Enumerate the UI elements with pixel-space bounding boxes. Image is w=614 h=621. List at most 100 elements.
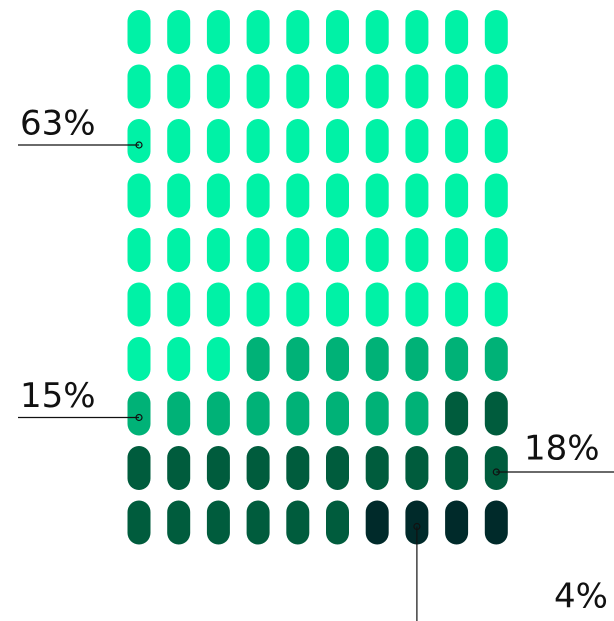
callout-dot bbox=[413, 522, 421, 531]
waffle-cell bbox=[246, 282, 270, 327]
waffle-cell bbox=[167, 10, 191, 54]
waffle-cell bbox=[206, 282, 230, 327]
waffle-cell bbox=[326, 10, 349, 54]
value-label: 63% bbox=[20, 104, 96, 144]
waffle-cell bbox=[127, 337, 151, 381]
waffle-cell bbox=[445, 282, 469, 327]
waffle-cell bbox=[326, 500, 349, 545]
waffle-cell bbox=[365, 446, 389, 490]
waffle-cell bbox=[405, 500, 429, 545]
waffle-cell bbox=[484, 337, 508, 381]
waffle-cell bbox=[246, 391, 270, 436]
waffle-cell bbox=[484, 119, 508, 163]
waffle-cell bbox=[167, 64, 191, 109]
waffle-cell bbox=[445, 391, 469, 436]
waffle-cell bbox=[127, 500, 151, 545]
waffle-cell bbox=[206, 119, 230, 163]
waffle-cell bbox=[405, 391, 429, 436]
waffle-cell bbox=[127, 173, 151, 218]
waffle-cell bbox=[445, 119, 469, 163]
waffle-cell bbox=[365, 119, 389, 163]
waffle-cell bbox=[445, 337, 469, 381]
value-label: 15% bbox=[20, 376, 96, 416]
waffle-cell bbox=[405, 228, 429, 272]
waffle-cell bbox=[206, 337, 230, 381]
waffle-cell bbox=[286, 173, 310, 218]
value-label: 4% bbox=[554, 577, 608, 617]
callout-dot bbox=[135, 413, 143, 422]
waffle-cell bbox=[365, 173, 389, 218]
waffle-cell bbox=[206, 64, 230, 109]
waffle-cell bbox=[246, 228, 270, 272]
waffle-cell bbox=[286, 282, 310, 327]
waffle-cell bbox=[326, 173, 349, 218]
waffle-cell bbox=[405, 64, 429, 109]
waffle-cell bbox=[127, 228, 151, 272]
callout-dot bbox=[492, 468, 500, 476]
waffle-cell bbox=[206, 391, 230, 436]
waffle-cell bbox=[127, 391, 151, 436]
waffle-cell bbox=[167, 446, 191, 490]
waffle-cell bbox=[484, 282, 508, 327]
waffle-cell bbox=[445, 173, 469, 218]
waffle-cell bbox=[127, 446, 151, 490]
waffle-cell bbox=[405, 337, 429, 381]
waffle-cell bbox=[326, 64, 349, 109]
waffle-cell bbox=[405, 10, 429, 54]
waffle-cell bbox=[445, 446, 469, 490]
waffle-cell bbox=[484, 446, 508, 490]
waffle-cell bbox=[167, 228, 191, 272]
waffle-cell bbox=[484, 10, 508, 54]
waffle-cell bbox=[286, 10, 310, 54]
waffle-cell bbox=[246, 500, 270, 545]
waffle-cell bbox=[365, 337, 389, 381]
waffle-cell bbox=[246, 10, 270, 54]
waffle-cell bbox=[405, 446, 429, 490]
callout-dot bbox=[135, 141, 143, 149]
waffle-cell bbox=[484, 173, 508, 218]
waffle-cell bbox=[405, 282, 429, 327]
waffle-cell bbox=[405, 173, 429, 218]
waffle-cell bbox=[167, 337, 191, 381]
waffle-cell bbox=[246, 173, 270, 218]
waffle-cell bbox=[326, 228, 349, 272]
waffle-cell bbox=[326, 119, 349, 163]
waffle-cell bbox=[206, 228, 230, 272]
waffle-cell bbox=[286, 337, 310, 381]
waffle-cell bbox=[405, 119, 429, 163]
waffle-cell bbox=[365, 228, 389, 272]
waffle-cell bbox=[167, 173, 191, 218]
waffle-cell bbox=[326, 446, 349, 490]
waffle-cell bbox=[484, 228, 508, 272]
waffle-cell bbox=[286, 391, 310, 436]
waffle-cell bbox=[206, 500, 230, 545]
waffle-cell bbox=[445, 64, 469, 109]
waffle-cell bbox=[326, 282, 349, 327]
waffle-cell bbox=[365, 10, 389, 54]
waffle-cell bbox=[286, 64, 310, 109]
waffle-cell bbox=[127, 119, 151, 163]
waffle-cell bbox=[445, 228, 469, 272]
waffle-cell bbox=[167, 282, 191, 327]
waffle-cell bbox=[127, 282, 151, 327]
waffle-cell bbox=[127, 64, 151, 109]
waffle-cell bbox=[167, 500, 191, 545]
waffle-cell bbox=[445, 10, 469, 54]
waffle-cell bbox=[365, 500, 389, 545]
waffle-cell bbox=[326, 391, 349, 436]
waffle-cell bbox=[246, 119, 270, 163]
waffle-cell bbox=[445, 500, 469, 545]
value-label: 18% bbox=[524, 429, 600, 469]
waffle-cell bbox=[127, 10, 151, 54]
waffle-cell bbox=[484, 391, 508, 436]
waffle-cell bbox=[167, 391, 191, 436]
waffle-cell bbox=[286, 446, 310, 490]
waffle-cell bbox=[246, 337, 270, 381]
waffle-cell bbox=[246, 64, 270, 109]
waffle-cell bbox=[484, 500, 508, 545]
waffle-cell bbox=[286, 228, 310, 272]
waffle-cell bbox=[206, 446, 230, 490]
waffle-cell bbox=[286, 119, 310, 163]
waffle-cell bbox=[484, 64, 508, 109]
